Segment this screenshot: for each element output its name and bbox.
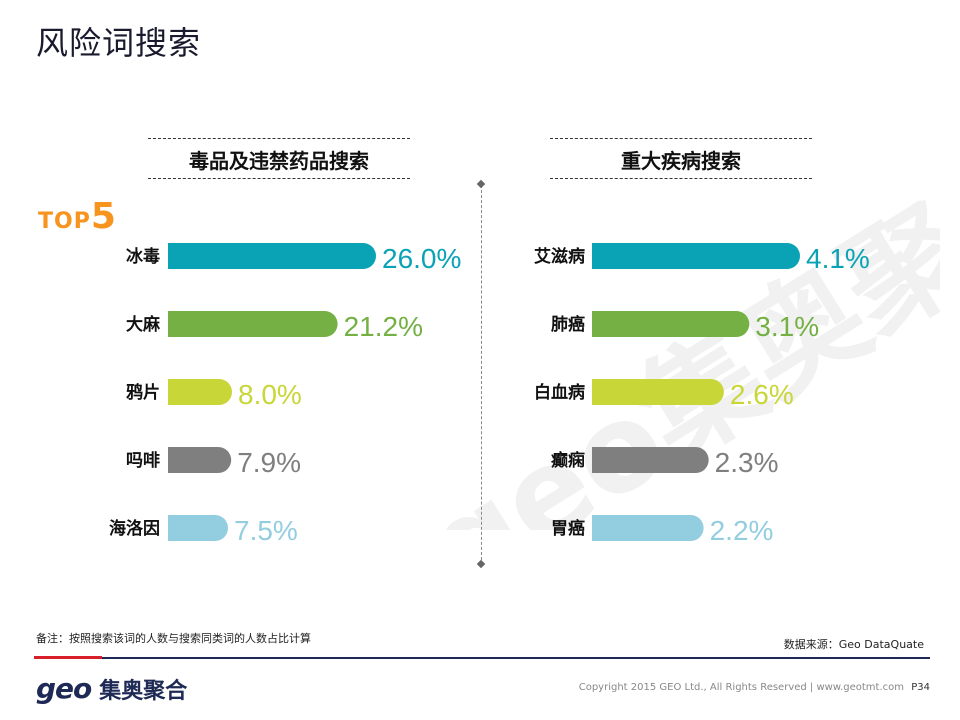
- right-value-label: 2.6%: [730, 379, 794, 410]
- left-value-label: 7.5%: [234, 515, 298, 546]
- right-category-label: 肺癌: [551, 314, 585, 335]
- left-value-label: 21.2%: [344, 311, 423, 342]
- right-category-label: 癫痫: [551, 450, 585, 471]
- right-category-label: 白血病: [534, 382, 585, 403]
- data-source: 数据来源：Geo DataQuate: [783, 638, 924, 651]
- center-divider: [481, 185, 482, 565]
- page-title: 风险词搜索: [36, 24, 202, 62]
- left-category-label: 鸦片: [126, 382, 160, 403]
- top5-badge-number: 5: [90, 196, 116, 237]
- right-bar: [592, 379, 724, 405]
- left-bar: [168, 379, 232, 405]
- footer-rule: [102, 657, 930, 659]
- left-bar: [168, 515, 228, 541]
- left-bar: [168, 311, 338, 337]
- right-value-label: 4.1%: [806, 243, 870, 274]
- right-value-label: 2.2%: [710, 515, 774, 546]
- right-category-label: 艾滋病: [534, 246, 585, 267]
- right-bar: [592, 243, 800, 269]
- copyright: Copyright 2015 GEO Ltd., All Rights Rese…: [578, 682, 904, 693]
- right-bar: [592, 515, 704, 541]
- left-bar: [168, 447, 232, 473]
- logo-cn: 集奥聚合: [99, 679, 188, 704]
- footnote: 备注：按照搜索该词的人数与搜索同类词的人数占比计算: [36, 632, 311, 645]
- right-value-label: 3.1%: [755, 311, 819, 342]
- left-value-label: 8.0%: [238, 379, 302, 410]
- right-category-label: 胃癌: [551, 518, 585, 539]
- top5-badge-text: TOP: [38, 209, 91, 234]
- left-category-label: 海洛因: [109, 518, 160, 539]
- left-category-label: 吗啡: [126, 450, 160, 471]
- footer-accent-red: [34, 656, 102, 659]
- right-bar: [592, 447, 709, 473]
- brand-logo: geo 集奥聚合: [36, 672, 187, 705]
- page-number: P34: [911, 682, 930, 693]
- left-value-label: 7.9%: [237, 447, 301, 478]
- top5-badge: TOP5: [38, 196, 116, 237]
- left-category-label: 冰毒: [126, 246, 160, 267]
- left-chart-title: 毒品及违禁药品搜索: [148, 138, 410, 179]
- logo-geo: geo: [36, 672, 92, 705]
- right-bar: [592, 311, 750, 337]
- left-value-label: 26.0%: [382, 243, 461, 274]
- right-chart-title: 重大疾病搜索: [550, 138, 812, 179]
- left-category-label: 大麻: [126, 314, 161, 335]
- right-value-label: 2.3%: [715, 447, 779, 478]
- left-bar: [168, 243, 376, 269]
